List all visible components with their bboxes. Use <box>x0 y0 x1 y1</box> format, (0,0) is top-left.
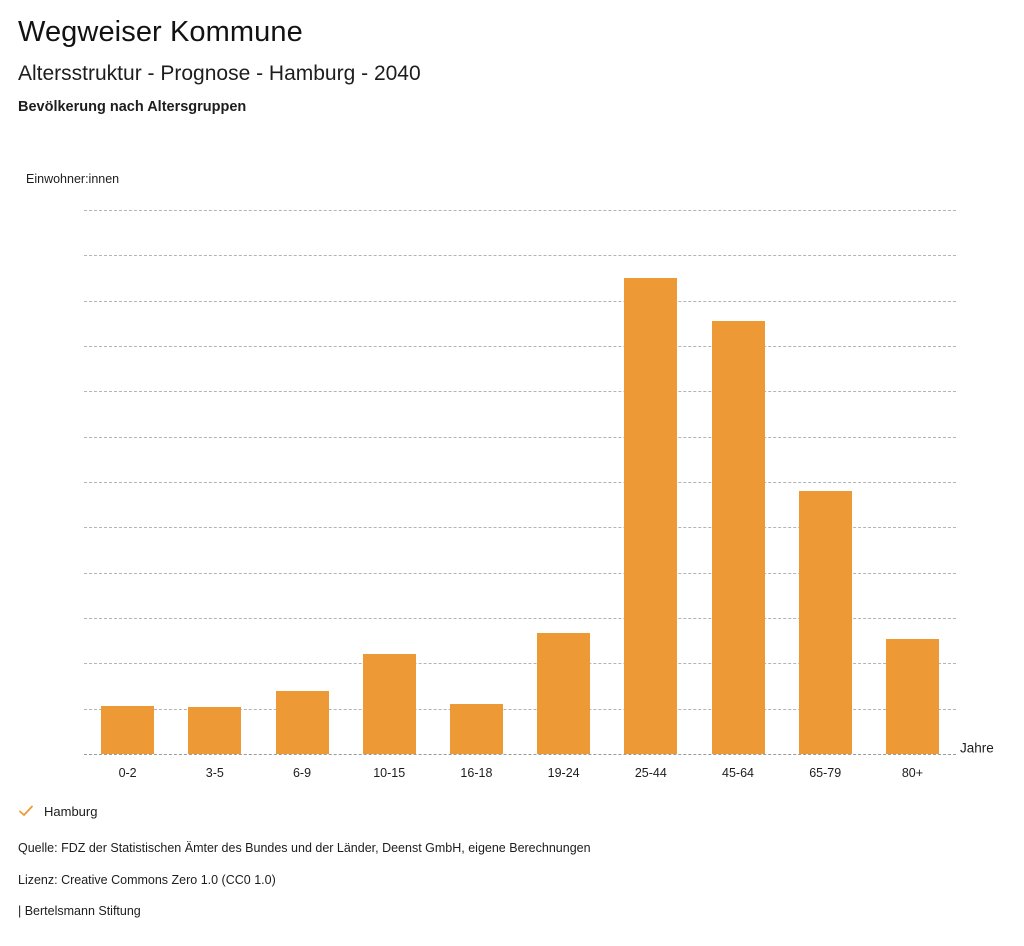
x-tick-label: 80+ <box>901 766 924 780</box>
gridline <box>84 572 956 574</box>
bar-group: 25-44 <box>607 210 694 780</box>
bar-series-hamburg: 0-2 3-5 6-9 10-15 16-18 19-24 25-44 45-64 65-79 8… <box>84 210 956 780</box>
gridline <box>84 255 956 257</box>
bar-group: 0-2 <box>84 210 171 780</box>
bar-group: 45-64 <box>694 210 781 780</box>
footer-publisher: | Bertelsmann Stiftung <box>18 904 141 918</box>
bar-group: 16-18 <box>433 210 520 780</box>
gridline <box>84 663 956 665</box>
check-icon <box>18 803 34 819</box>
bar-group: 65-79 <box>782 210 869 780</box>
y-axis-title: Einwohner:innen <box>26 172 120 186</box>
bar-group: 80+ <box>869 210 956 780</box>
x-tick-label: 0-2 <box>118 766 137 780</box>
bar[interactable] <box>362 654 416 754</box>
x-tick-label: 65-79 <box>809 766 842 780</box>
x-tick-label: 3-5 <box>205 766 224 780</box>
bar[interactable] <box>711 320 765 754</box>
bar-group: 10-15 <box>346 210 433 780</box>
gridline <box>84 618 956 619</box>
chart-subtitle: Altersstruktur - Prognose - Hamburg - 20… <box>18 62 421 85</box>
gridline <box>84 210 956 211</box>
footer-license: Lizenz: Creative Commons Zero 1.0 (CC0 1… <box>18 872 276 887</box>
bar[interactable] <box>188 706 242 754</box>
bar[interactable] <box>624 278 678 754</box>
chart-header: Wegweiser Kommune Altersstruktur - Progn… <box>0 0 1024 115</box>
gridline <box>84 754 956 755</box>
chart-plot-wrapper: Einwohner:innen 600.000550.000500.000450… <box>0 150 1024 800</box>
gridline <box>84 346 956 347</box>
x-tick-label: 16-18 <box>460 766 493 780</box>
gridline <box>84 391 956 393</box>
gridline <box>84 300 956 302</box>
x-axis-title: Jahre <box>960 740 994 756</box>
x-tick-label: 19-24 <box>547 766 580 780</box>
legend[interactable]: Hamburg <box>18 803 97 819</box>
bar[interactable] <box>798 491 852 754</box>
footer: Quelle: FDZ der Statistischen Ämter des … <box>18 842 978 937</box>
chart-description: Bevölkerung nach Altersgruppen <box>18 99 247 115</box>
bar-group: 19-24 <box>520 210 607 780</box>
footer-source: Quelle: FDZ der Statistischen Ämter des … <box>18 841 591 855</box>
gridline <box>84 436 956 438</box>
x-tick-label: 6-9 <box>292 766 312 780</box>
legend-item-label: Hamburg <box>44 803 98 819</box>
bar[interactable] <box>101 705 155 754</box>
bar-group: 3-5 <box>171 210 258 780</box>
bar[interactable] <box>537 632 591 754</box>
bar[interactable] <box>275 690 329 754</box>
plot-area: 600.000550.000500.000450.000400.000350.0… <box>84 210 956 780</box>
gridline <box>84 527 956 529</box>
x-tick-label: 10-15 <box>373 766 406 780</box>
x-tick-label: 45-64 <box>722 766 755 780</box>
gridline <box>84 708 956 710</box>
page-title: Wegweiser Kommune <box>18 16 303 48</box>
x-tick-label: 25-44 <box>634 766 667 780</box>
bar-group: 6-9 <box>258 210 345 780</box>
bar[interactable] <box>449 704 503 754</box>
bar[interactable] <box>885 638 939 754</box>
gridline <box>84 482 956 483</box>
